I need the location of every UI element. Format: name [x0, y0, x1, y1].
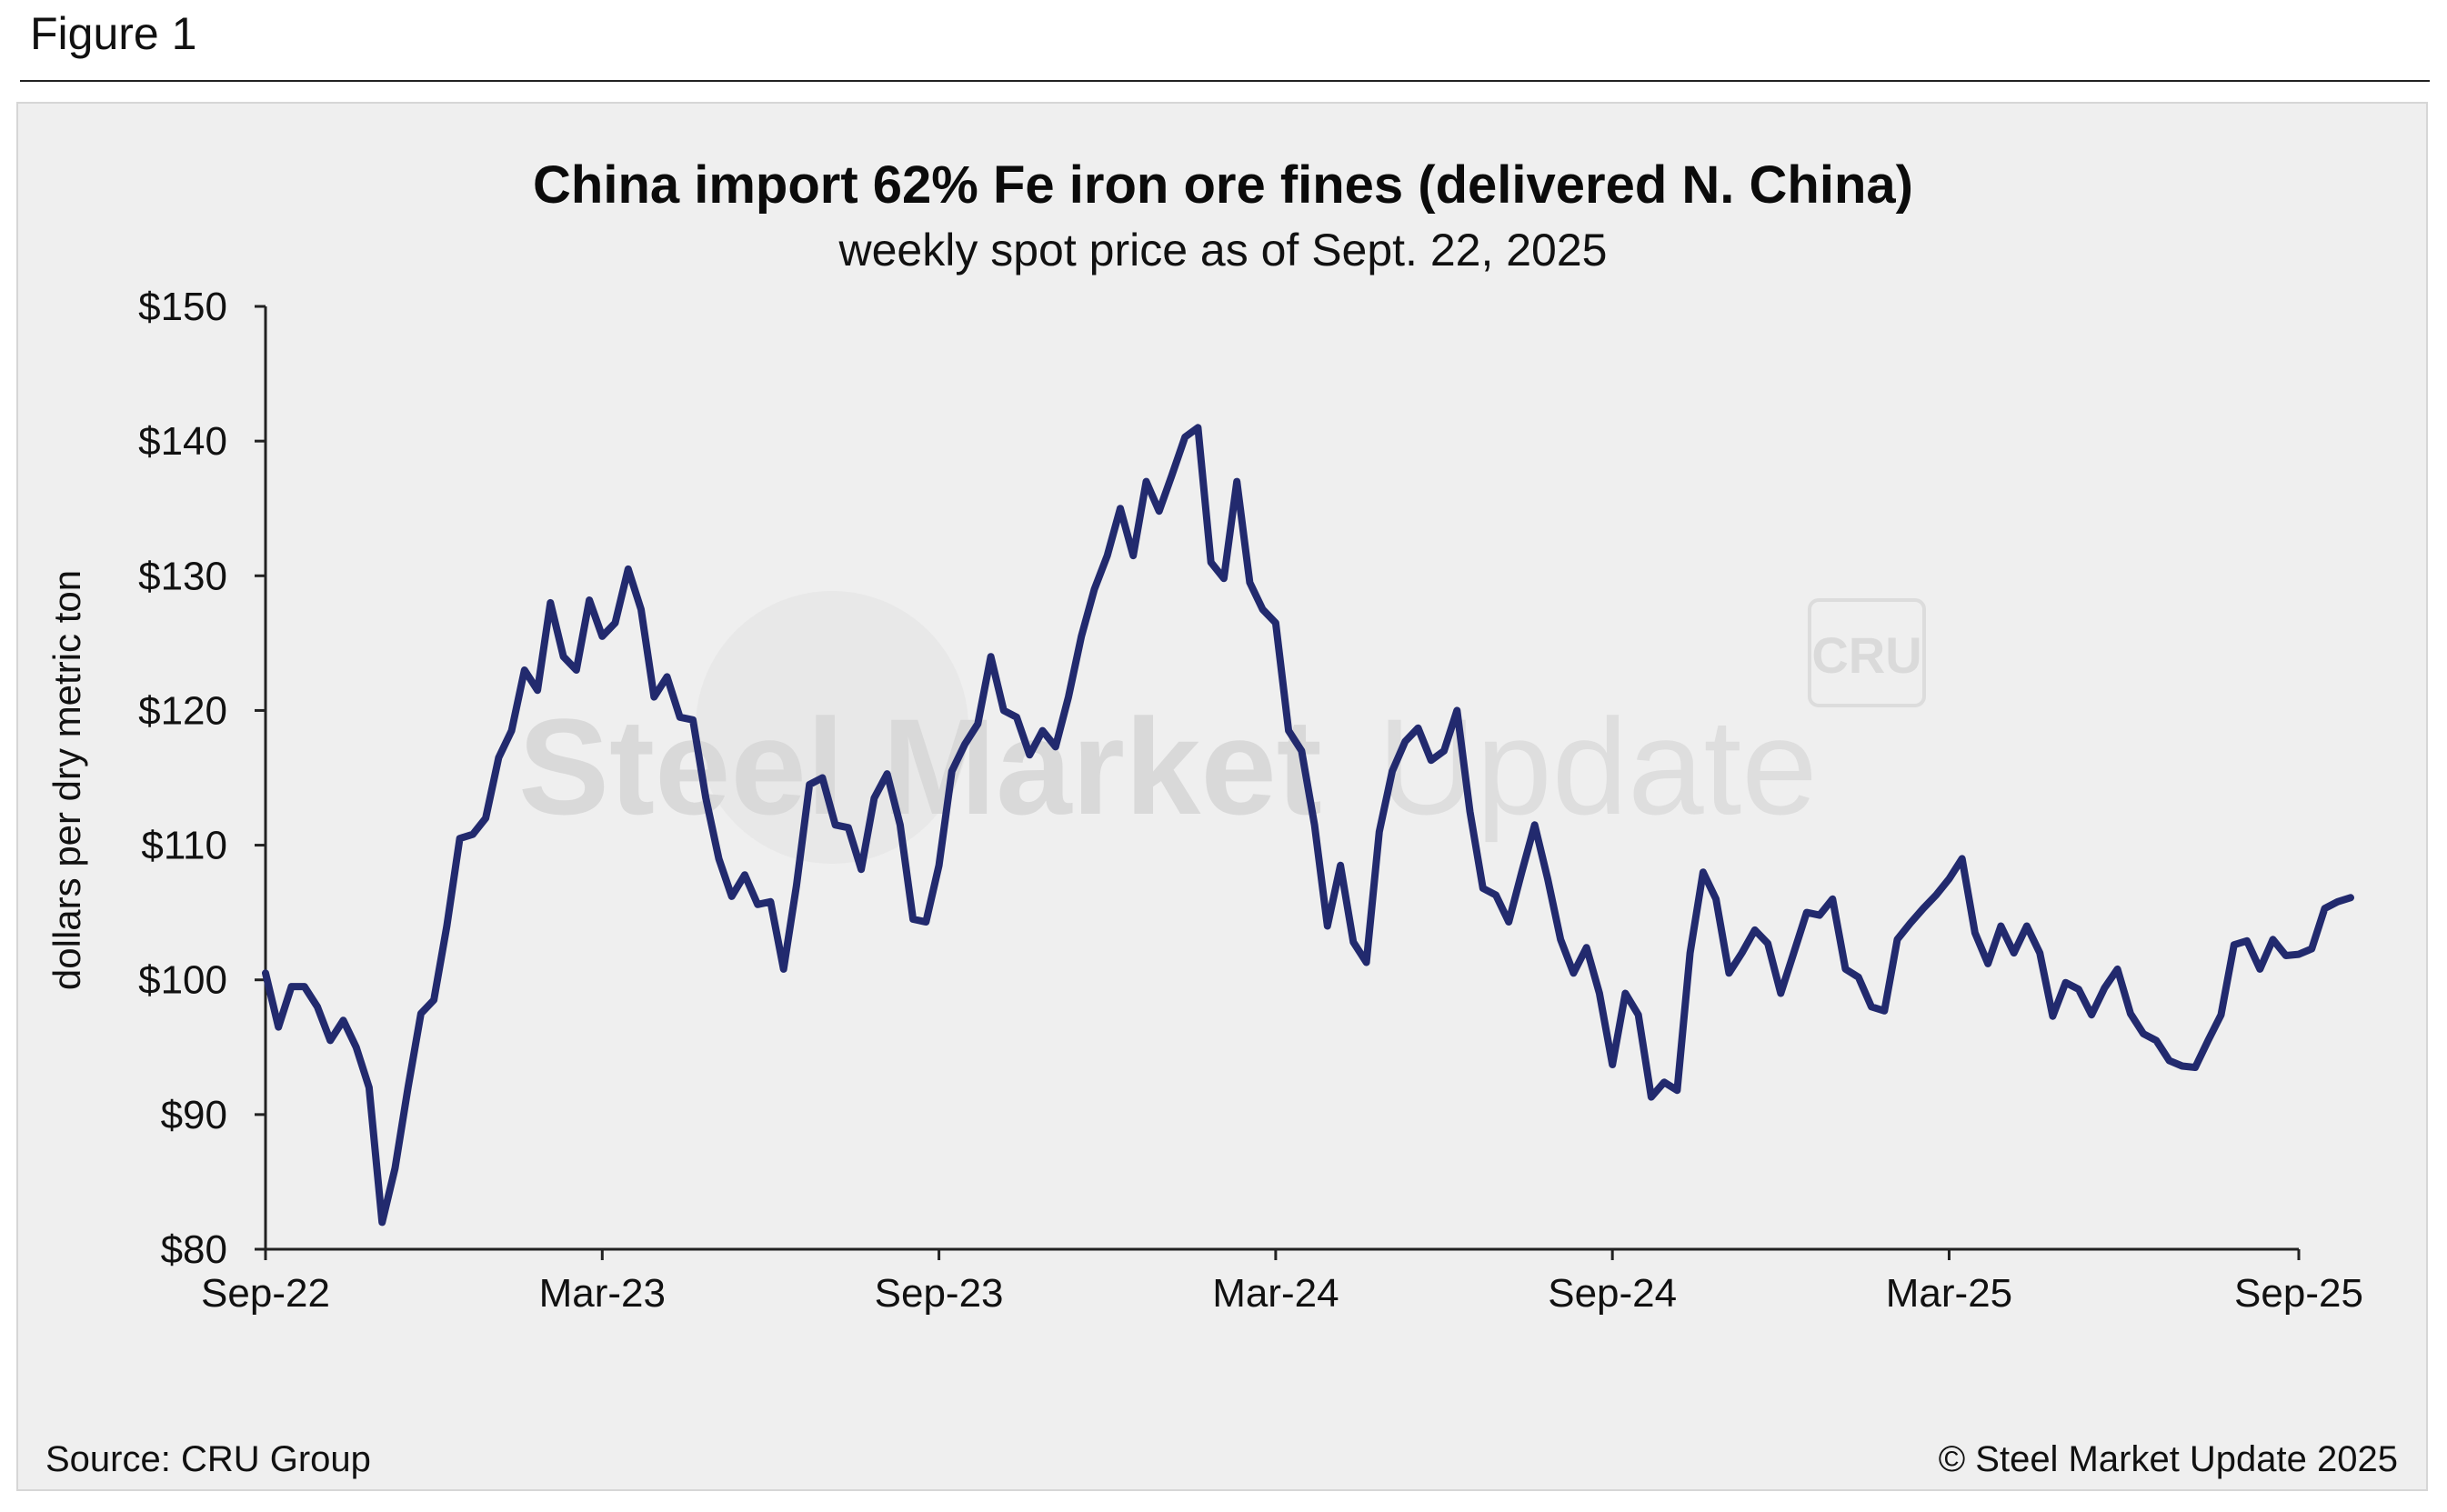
figure-label: Figure 1	[30, 8, 197, 59]
y-axis-title: dollars per dry metric ton	[45, 570, 88, 990]
chart-title: China import 62% Fe iron ore fines (deli…	[533, 155, 1913, 215]
x-tick-label: Sep-22	[201, 1271, 330, 1316]
y-tick-label: $140	[138, 419, 227, 464]
y-tick-group: $80 $90 $100 $110 $120 $130 $140 $150	[138, 285, 266, 1272]
y-tick-label: $110	[141, 824, 227, 868]
watermark-text-bold: Steel Market	[518, 690, 1322, 843]
series-line-iron-ore-price	[262, 424, 2354, 1227]
x-tick-label: Mar-24	[1212, 1271, 1339, 1316]
y-tick-label: $150	[138, 285, 227, 329]
watermark-text-light: Update	[1378, 690, 1818, 843]
copyright-note: © Steel Market Update 2025	[1939, 1439, 2398, 1479]
source-note: Source: CRU Group	[45, 1439, 371, 1479]
figure-divider	[20, 80, 2430, 82]
watermark: Steel Market Update CRU	[518, 591, 1926, 864]
y-tick-label: $80	[161, 1227, 227, 1272]
watermark-badge	[1808, 598, 1926, 707]
x-tick-label: Mar-23	[539, 1271, 666, 1316]
y-tick-label: $130	[138, 554, 227, 598]
x-tick-label: Sep-25	[2234, 1271, 2363, 1316]
y-tick-label: $90	[161, 1093, 227, 1137]
chart-panel	[16, 102, 2428, 1491]
x-tick-label: Sep-23	[875, 1271, 1004, 1316]
x-tick-label: Mar-25	[1886, 1271, 2012, 1316]
x-tick-label: Sep-24	[1548, 1271, 1677, 1316]
y-tick-label: $100	[138, 958, 227, 1003]
chart-subtitle: weekly spot price as of Sept. 22, 2025	[838, 225, 1608, 275]
watermark-badge-text: CRU	[1811, 626, 1921, 684]
y-tick-label: $120	[138, 688, 227, 733]
watermark-globe	[696, 591, 968, 864]
x-tick-group: Sep-22 Mar-23 Sep-23 Mar-24 Sep-24 Mar-25 Sep-…	[201, 1249, 2363, 1316]
